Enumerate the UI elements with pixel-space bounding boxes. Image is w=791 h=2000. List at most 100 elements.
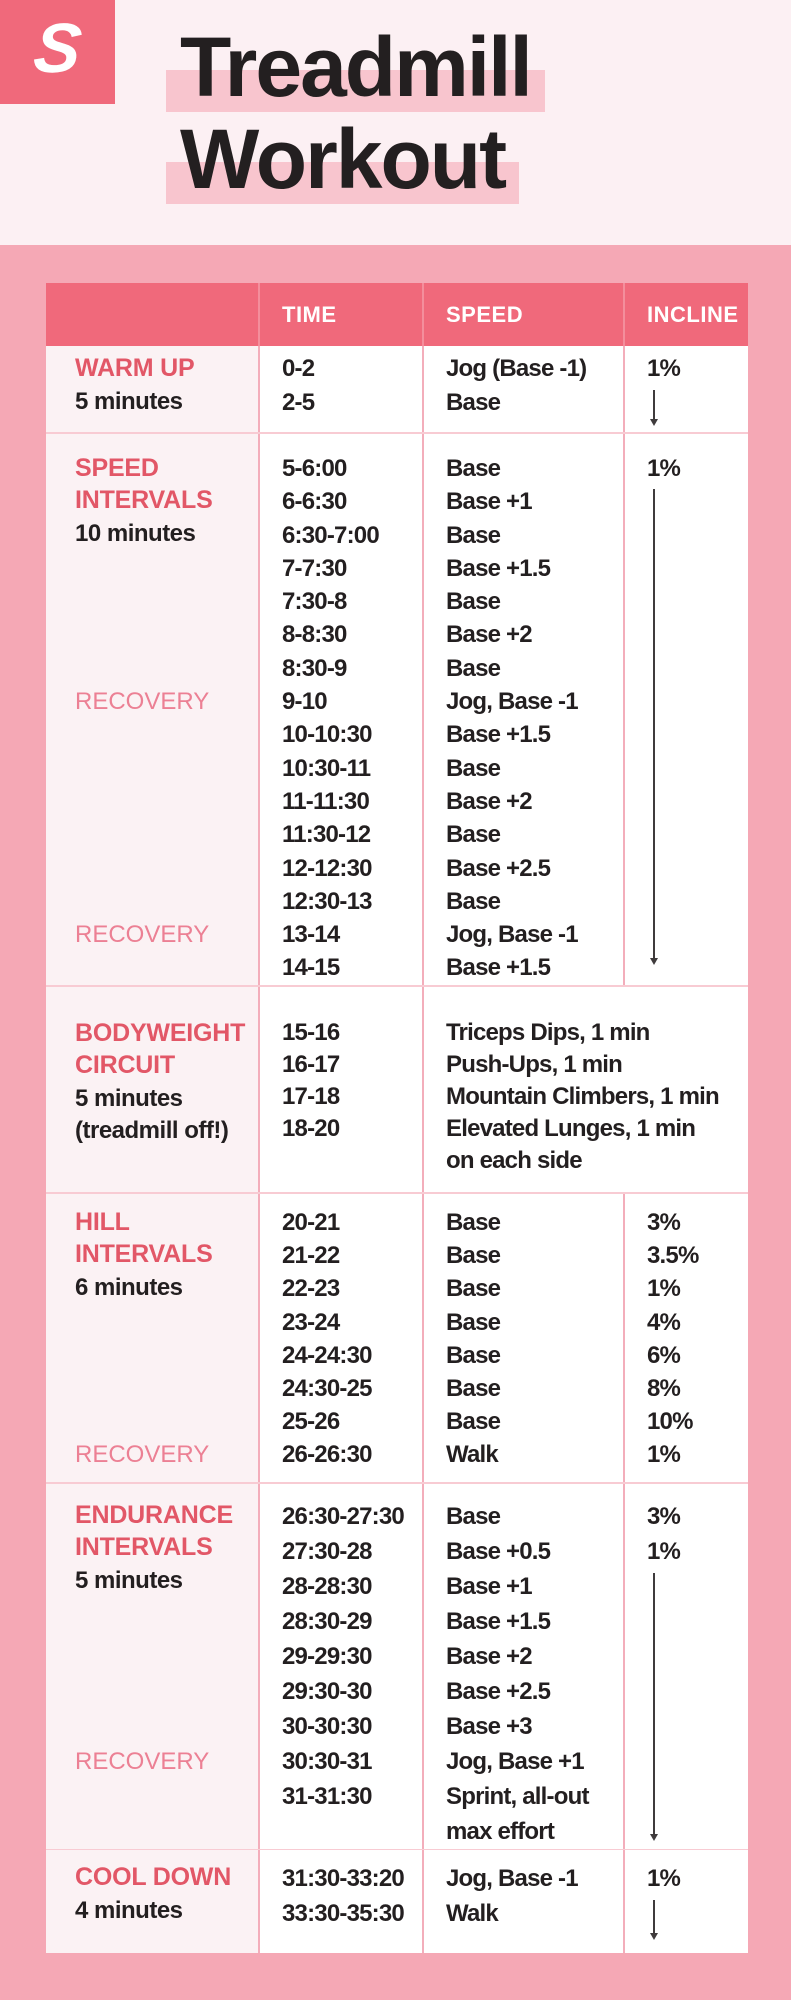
time-value: 25-26 [282, 1408, 340, 1436]
time-value: 11-11:30 [282, 787, 370, 815]
section-label: HILL INTERVALS [75, 1208, 213, 1268]
speed-cell: Base Base +0.5 Base +1 Base +1.5 Base +2 Base… [422, 1484, 623, 1849]
speed-value: Base +2 [446, 621, 533, 649]
speed-value: Base +3 [446, 1713, 533, 1740]
time-value: 20-21 [282, 1209, 340, 1236]
section-label: ENDURANCE INTERVALS [75, 1501, 233, 1561]
time-value: 29:30-30 [282, 1678, 372, 1705]
incline-cell: 3% 1% [623, 1484, 748, 1849]
time-value: 27:30-28 [282, 1538, 372, 1565]
speed-value: Jog, Base +1 [446, 1748, 585, 1775]
time-cell: 0-2 2-5 [258, 346, 422, 432]
incline-value: 3% [647, 1209, 681, 1236]
section-label: SPEED INTERVALS [75, 454, 213, 514]
incline-down-arrow [650, 489, 658, 966]
time-value: 6-6:30 [282, 488, 347, 516]
time-value: 5-6:00 [282, 455, 347, 482]
speed-value: Base +1 [446, 488, 533, 516]
time-cell: 31:30-33:20 33:30-35:30 [258, 1850, 422, 1953]
incline-cell: 3% 3.5% 1% 4% 6% 8% 10% 1% [623, 1194, 748, 1482]
title-line-1: Treadmill [166, 25, 545, 112]
recovery-label: RECOVERY [75, 920, 210, 948]
speed-value: Walk [446, 1900, 499, 1927]
section-duration: 5 minutes [75, 1085, 183, 1112]
recovery-label: RECOVERY [75, 1747, 210, 1775]
incline-down-arrow [650, 1900, 658, 1940]
time-value: 18-20 [282, 1115, 340, 1142]
section-label: COOL DOWN [75, 1863, 232, 1891]
section-label-cell: HILL INTERVALS 6 minutes RECOVERY [46, 1194, 258, 1482]
time-value: 24-24:30 [282, 1341, 372, 1369]
speed-value: Base +1.5 [446, 721, 551, 749]
section-label-cell: ENDURANCE INTERVALS 5 minutes RECOVERY [46, 1484, 258, 1849]
speed-value: Walk [446, 1441, 499, 1469]
speed-value: Base [446, 1503, 501, 1530]
recovery-label: RECOVERY [75, 1440, 210, 1468]
speed-value: Base [446, 455, 501, 482]
time-value: 24:30-25 [282, 1375, 372, 1403]
speed-value: Base +1.5 [446, 554, 551, 582]
section-endurance-intervals: ENDURANCE INTERVALS 5 minutes RECOVERY 26:3… [46, 1482, 748, 1849]
incline-cell: 1% [623, 1850, 748, 1953]
speed-value: Base +1.5 [446, 954, 551, 982]
speed-value: Base [446, 1408, 501, 1436]
incline-value: 3.5% [647, 1242, 699, 1270]
speed-value: Base [446, 1375, 501, 1403]
speed-value: Base [446, 388, 501, 416]
incline-value: 4% [647, 1308, 681, 1336]
time-value: 8:30-9 [282, 654, 347, 682]
section-duration: 5 minutes [75, 1567, 183, 1594]
section-duration-note: (treadmill off!) [75, 1117, 229, 1144]
speed-value: Base [446, 1275, 501, 1303]
time-value: 30:30-31 [282, 1748, 372, 1775]
speed-value: Base [446, 887, 501, 915]
time-value: 9-10 [282, 688, 328, 716]
time-value: 7-7:30 [282, 554, 347, 582]
speed-value: Base [446, 1341, 501, 1369]
speed-cell: Jog (Base -1) Base [422, 346, 623, 432]
speed-value: Base +0.5 [446, 1538, 551, 1565]
section-label: BODYWEIGHT CIRCUIT [75, 1019, 246, 1079]
incline-cell: 1% [623, 346, 748, 432]
time-value: 13-14 [282, 921, 340, 949]
column-header-blank [46, 283, 258, 346]
time-value: 11:30-12 [282, 821, 371, 849]
speed-value: Jog, Base -1 [446, 688, 579, 716]
time-value: 31-31:30 [282, 1783, 372, 1810]
recovery-label: RECOVERY [75, 687, 210, 715]
incline-value: 1% [647, 1441, 681, 1469]
time-cell: 20-21 21-22 22-23 23-24 24-24:30 24:30-25 25-2… [258, 1194, 422, 1482]
speed-value: Sprint, all-out [446, 1783, 589, 1810]
time-value: 28-28:30 [282, 1573, 372, 1600]
section-label-cell: BODYWEIGHT CIRCUIT 5 minutes (treadmill of… [46, 987, 258, 1192]
incline-value: 6% [647, 1341, 681, 1369]
incline-value: 1% [647, 1865, 681, 1892]
speed-value: Jog, Base -1 [446, 1865, 579, 1892]
speed-value: Base +2 [446, 1643, 533, 1670]
page-title: Treadmill Workout [166, 25, 545, 204]
speed-cell: Base Base +1 Base Base +1.5 Base Base +2 Base J… [422, 434, 623, 985]
speed-value: Base [446, 821, 501, 849]
column-header-time: TIME [258, 283, 422, 346]
speed-cell: Triceps Dips, 1 min Push-Ups, 1 min Mounta… [422, 987, 748, 1192]
section-hill-intervals: HILL INTERVALS 6 minutes RECOVERY 20-21 21-2… [46, 1192, 748, 1482]
table-header: TIME SPEED INCLINE [46, 283, 748, 346]
workout-table: TIME SPEED INCLINE WARM UP 5 minutes 0-2 2-… [46, 283, 748, 1953]
speed-value: max effort [446, 1818, 555, 1845]
brand-logo: S [0, 0, 115, 104]
time-value: 26:30-27:30 [282, 1503, 405, 1530]
speed-value: Base [446, 1209, 501, 1236]
table-body: WARM UP 5 minutes 0-2 2-5 Jog (Base -1) Base 1… [46, 346, 748, 1953]
speed-value: Base +1 [446, 1573, 533, 1600]
section-label-cell: SPEED INTERVALS 10 minutes RECOVERY RECOVER… [46, 434, 258, 985]
speed-value: Base [446, 521, 501, 549]
speed-value: Base +2 [446, 787, 533, 815]
section-label-cell: COOL DOWN 4 minutes [46, 1850, 258, 1953]
speed-value: Base [446, 588, 501, 616]
incline-down-arrow [650, 1573, 658, 1841]
incline-value: 1% [647, 1275, 681, 1303]
time-value: 22-23 [282, 1275, 340, 1303]
time-cell: 5-6:00 6-6:30 6:30-7:00 7-7:30 7:30-8 8-8:30 8… [258, 434, 422, 985]
section-duration: 5 minutes [75, 388, 183, 415]
speed-value: on each side [446, 1147, 583, 1174]
